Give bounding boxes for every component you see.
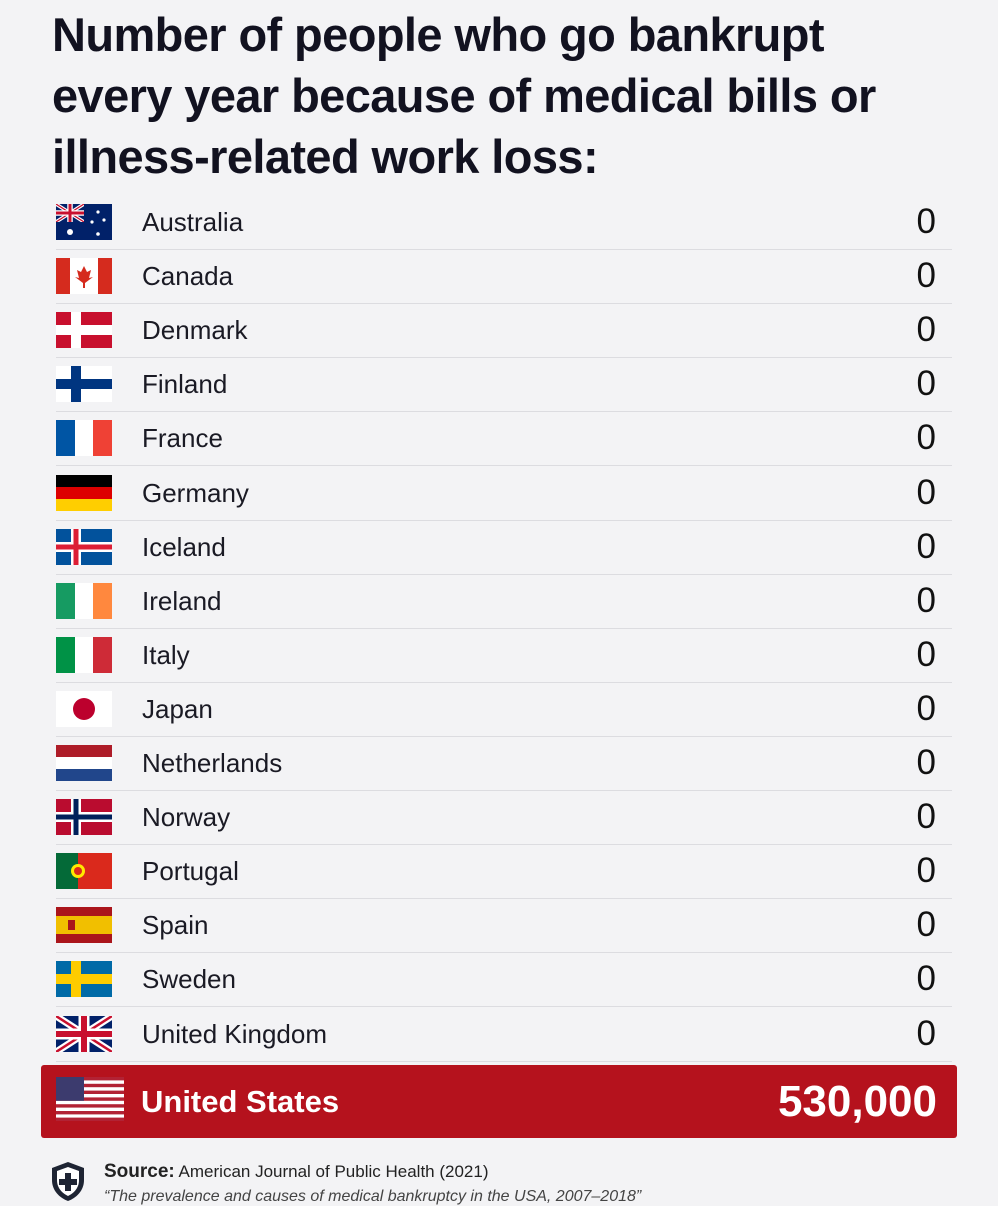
flag [56, 1077, 124, 1121]
value: 0 [916, 526, 936, 566]
country: Iceland [142, 531, 226, 562]
row: Iceland 0 [56, 520, 952, 575]
country: France [142, 423, 223, 454]
value: 0 [916, 797, 936, 837]
source-label: Source: [104, 1161, 175, 1182]
value: 0 [916, 310, 936, 350]
flag [56, 853, 112, 890]
value: 0 [916, 851, 936, 891]
title: Number of people who go bankrupt every y… [52, 8, 876, 183]
flag [56, 366, 112, 403]
flag [56, 961, 112, 998]
row: Finland 0 [56, 357, 952, 413]
country: Australia [142, 207, 244, 237]
row: France 0 [56, 411, 952, 467]
value: 0 [916, 688, 936, 728]
country: United Kingdom [142, 1018, 327, 1049]
value: 0 [916, 959, 936, 999]
row: United Kingdom 0 [56, 1007, 952, 1062]
country: Italy [142, 639, 190, 670]
flag [56, 1015, 112, 1052]
flag [56, 582, 112, 619]
row: Australia 0 [56, 195, 952, 250]
row: Denmark 0 [56, 303, 952, 359]
country: Norway [142, 802, 231, 833]
row: Canada 0 [56, 249, 952, 305]
row: Sweden 0 [56, 952, 952, 1008]
row: Norway 0 [56, 790, 952, 846]
row: Netherlands 0 [56, 736, 952, 791]
country: Ireland [142, 585, 222, 616]
value: 0 [916, 256, 936, 296]
country: Finland [142, 369, 228, 400]
value: 0 [916, 743, 936, 782]
highlight-row: United States 530,000 [41, 1065, 957, 1138]
value: 0 [916, 905, 936, 945]
flag [56, 258, 112, 295]
row: Germany 0 [56, 466, 952, 521]
flag [56, 690, 112, 727]
value: 0 [916, 418, 936, 458]
country: United States [141, 1084, 340, 1119]
row: Spain 0 [56, 898, 952, 954]
value: 0 [916, 634, 936, 674]
country: Sweden [142, 964, 236, 995]
row: Portugal 0 [56, 844, 952, 900]
source: Source: American Journal of Public Healt… [104, 1161, 488, 1183]
flag [56, 528, 112, 565]
flag [56, 204, 112, 240]
value: 0 [916, 1013, 936, 1053]
value: 0 [916, 472, 936, 512]
value: 0 [916, 202, 936, 241]
flag [56, 799, 112, 836]
source-text: American Journal of Public Health (2021) [178, 1162, 489, 1181]
country: Netherlands [142, 748, 283, 778]
citation: “The prevalence and causes of medical ba… [104, 1188, 642, 1205]
country: Germany [142, 477, 249, 508]
flag [56, 312, 112, 349]
flag [56, 474, 112, 511]
row: Italy 0 [56, 628, 952, 683]
shield-icon [52, 1162, 84, 1201]
country: Spain [142, 910, 209, 941]
flag [56, 420, 112, 457]
country: Japan [142, 693, 213, 724]
value: 530,000 [777, 1077, 937, 1126]
row: Japan 0 [56, 682, 952, 737]
country: Portugal [142, 856, 239, 887]
row: Ireland 0 [56, 574, 952, 629]
flag [56, 636, 112, 673]
value: 0 [916, 364, 936, 404]
country: Canada [142, 261, 234, 292]
flag [56, 745, 112, 781]
value: 0 [916, 580, 936, 620]
country: Denmark [142, 315, 248, 346]
flag [56, 907, 112, 944]
